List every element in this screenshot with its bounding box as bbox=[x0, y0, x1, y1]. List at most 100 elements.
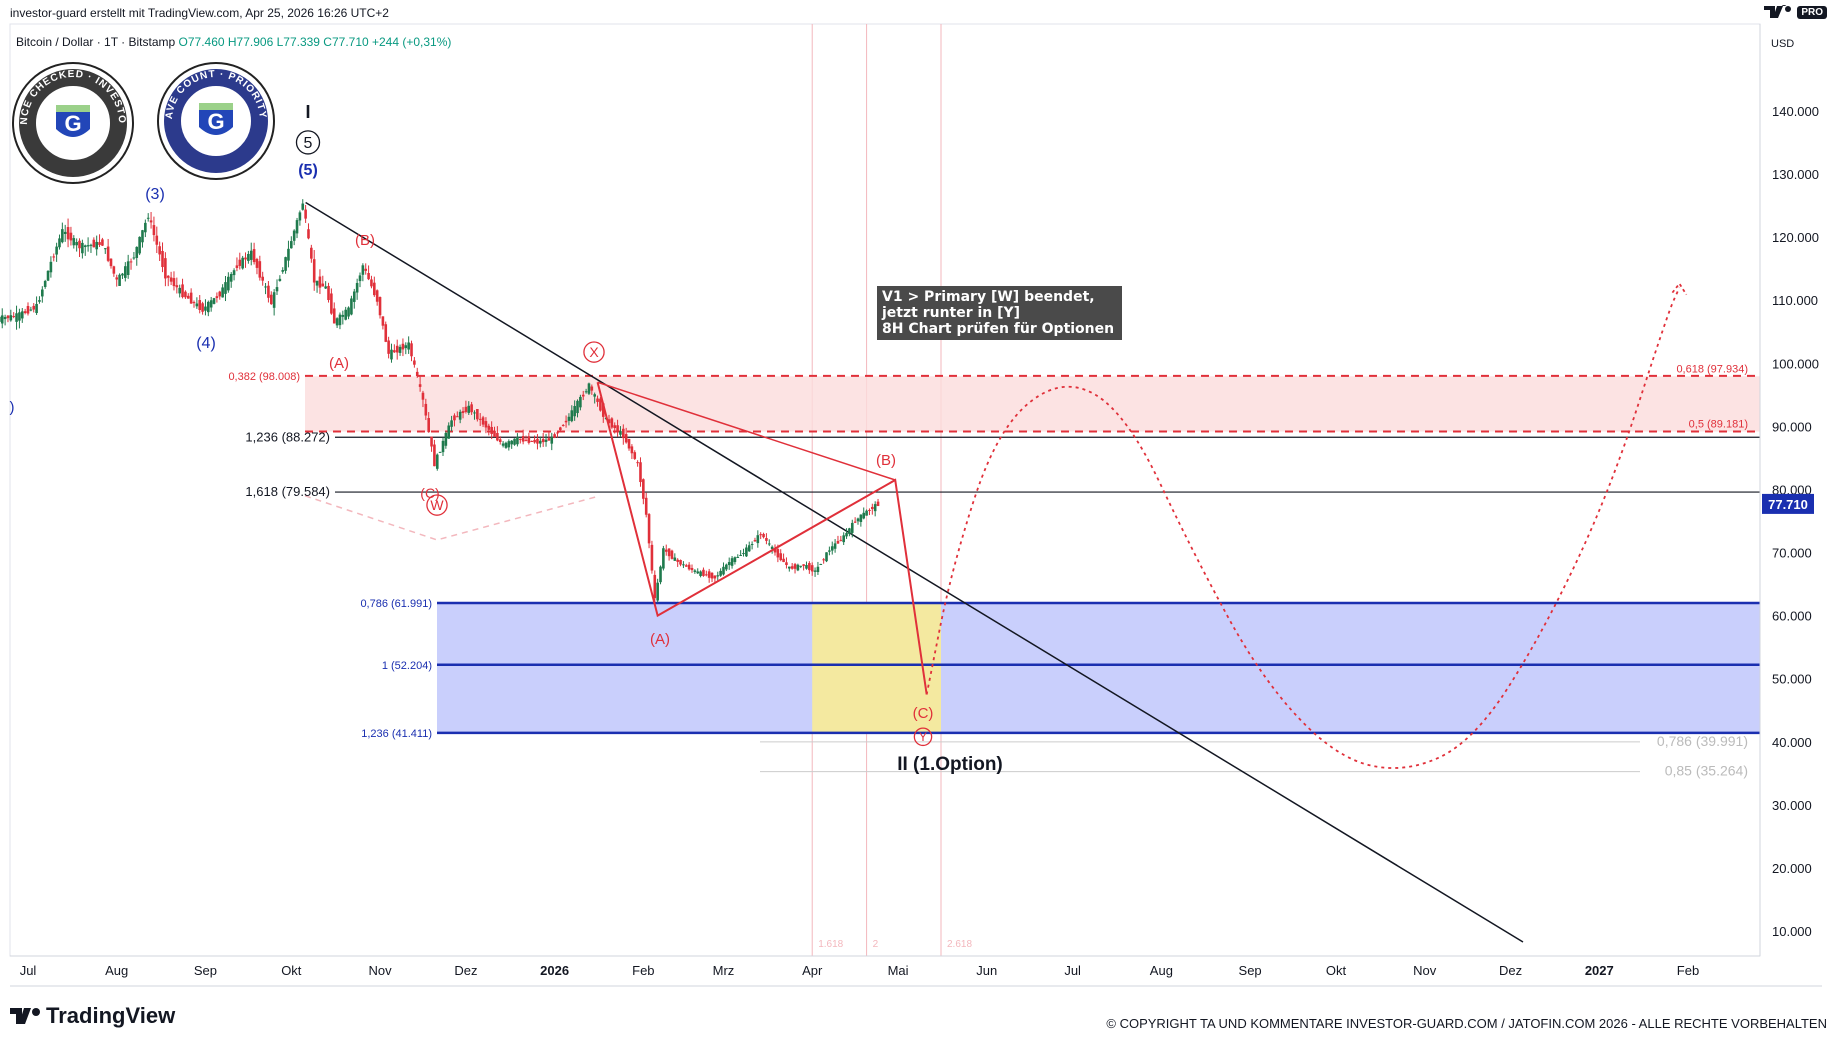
currency-label[interactable]: USD bbox=[1771, 38, 1795, 50]
candlestick-series bbox=[0, 199, 880, 604]
candle bbox=[66, 227, 70, 240]
candle bbox=[292, 230, 296, 241]
candle bbox=[158, 246, 161, 255]
candle bbox=[527, 436, 531, 443]
candle bbox=[261, 276, 264, 281]
tradingview-logo[interactable]: TradingView bbox=[10, 1003, 175, 1029]
candle bbox=[805, 564, 808, 569]
compliance-badge: GCOMPLIANCE CHECKED · INVESTOR GUARD bbox=[0, 0, 134, 184]
candle bbox=[513, 438, 516, 445]
candle bbox=[35, 303, 38, 314]
candle bbox=[327, 285, 330, 301]
candle bbox=[315, 280, 319, 286]
fib-label-right: 0,786 (39.991) bbox=[1657, 733, 1748, 749]
annotation-line-3: 8H Chart prüfen für Optionen bbox=[882, 321, 1115, 337]
candle bbox=[433, 444, 436, 467]
candle bbox=[86, 245, 90, 247]
channel-lower bbox=[657, 479, 896, 617]
candle bbox=[95, 241, 98, 250]
candle bbox=[825, 552, 828, 562]
candle bbox=[773, 548, 777, 553]
candle bbox=[324, 286, 327, 289]
candle bbox=[295, 220, 299, 234]
candle bbox=[642, 479, 645, 499]
shield-stripe bbox=[199, 103, 233, 110]
candle bbox=[616, 425, 619, 432]
candle bbox=[719, 570, 722, 576]
wave-circle bbox=[426, 494, 448, 516]
candle bbox=[478, 418, 482, 420]
candle bbox=[633, 452, 637, 459]
candle bbox=[109, 258, 113, 267]
candle bbox=[189, 292, 193, 304]
candle bbox=[747, 545, 751, 552]
candle bbox=[161, 250, 164, 268]
candle bbox=[181, 284, 184, 298]
candle bbox=[221, 287, 224, 298]
candle bbox=[301, 203, 305, 210]
wave-label: (B) bbox=[355, 232, 375, 249]
candle bbox=[149, 220, 153, 223]
candle bbox=[355, 282, 359, 293]
candle bbox=[18, 312, 21, 321]
candle bbox=[593, 394, 596, 397]
candle bbox=[155, 235, 159, 245]
candle bbox=[404, 345, 408, 349]
candle bbox=[298, 212, 302, 221]
candle bbox=[264, 286, 267, 288]
candle bbox=[81, 242, 84, 254]
candle bbox=[579, 396, 582, 408]
candle bbox=[335, 318, 339, 326]
wave-label: Y bbox=[919, 730, 927, 744]
x-tick-label: Okt bbox=[281, 963, 302, 978]
candle bbox=[238, 259, 242, 266]
candle bbox=[716, 575, 720, 577]
candle bbox=[808, 563, 811, 571]
candle bbox=[799, 565, 803, 567]
tradingview-logo-text: TradingView bbox=[46, 1003, 176, 1028]
candle bbox=[135, 246, 139, 258]
annotation-line-2: jetzt runter in [Y] bbox=[882, 305, 1021, 321]
candle bbox=[587, 383, 591, 394]
candle bbox=[484, 421, 488, 428]
candle bbox=[530, 440, 534, 442]
candle bbox=[853, 521, 857, 523]
candle bbox=[793, 564, 797, 569]
y-tick-label: 10.000 bbox=[1772, 924, 1812, 939]
candle bbox=[733, 557, 737, 563]
wave-label: X bbox=[589, 344, 599, 360]
candle bbox=[541, 439, 545, 443]
candle bbox=[0, 315, 4, 324]
candle bbox=[613, 425, 617, 429]
candle bbox=[544, 439, 548, 442]
candle bbox=[441, 440, 445, 453]
candle bbox=[32, 305, 36, 310]
candle bbox=[536, 438, 539, 444]
candle bbox=[341, 314, 345, 317]
candle bbox=[83, 245, 87, 248]
wave-label: (4) bbox=[196, 335, 216, 352]
candle bbox=[630, 446, 634, 454]
x-tick-label: Jul bbox=[20, 963, 37, 978]
yellow-target-zone bbox=[812, 603, 941, 733]
candle bbox=[352, 291, 356, 302]
x-tick-label: Sep bbox=[194, 963, 217, 978]
fib-label-left: 1,618 (79.584) bbox=[245, 484, 330, 499]
candle bbox=[710, 572, 714, 579]
wave-label: (B) bbox=[876, 452, 896, 469]
candle bbox=[421, 392, 425, 400]
candle bbox=[118, 274, 121, 286]
candle bbox=[876, 501, 880, 506]
symbol-header[interactable]: Bitcoin / Dollar · 1T · Bitstamp O77.460… bbox=[16, 35, 451, 49]
candle bbox=[258, 261, 262, 278]
candle bbox=[418, 384, 422, 387]
fib-label-right: 0,5 (89.181) bbox=[1689, 419, 1748, 431]
fib-label-left: 0,786 (61.991) bbox=[360, 598, 432, 610]
candle bbox=[470, 404, 473, 413]
candle bbox=[166, 275, 170, 278]
candle bbox=[144, 222, 147, 233]
candle bbox=[41, 289, 44, 297]
x-tick-label: Nov bbox=[1413, 963, 1437, 978]
candle bbox=[498, 439, 502, 442]
